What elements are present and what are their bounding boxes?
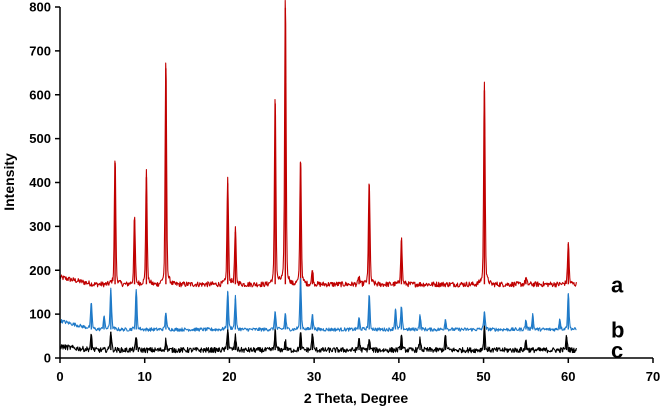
y-tick-label: 700 <box>29 43 51 58</box>
y-axis: 0 100 200 300 400 500 600 700 800 <box>29 0 61 366</box>
x-axis-title: 2 Theta, Degree <box>304 390 408 406</box>
x-tick-label: 40 <box>392 369 406 384</box>
x-tick-label: 60 <box>561 369 575 384</box>
x-tick-label: 30 <box>307 369 321 384</box>
x-ticks: 0 10 20 30 40 50 60 70 <box>56 358 660 384</box>
series-labels: abc <box>611 272 624 363</box>
series-a-trace <box>59 0 577 288</box>
y-tick-label: 500 <box>29 131 51 146</box>
series-label-b: b <box>611 317 624 342</box>
x-tick-label: 10 <box>137 369 151 384</box>
y-tick-label: 400 <box>29 175 51 190</box>
y-ticks: 0 100 200 300 400 500 600 700 800 <box>29 0 60 366</box>
plot-traces <box>59 0 577 354</box>
y-tick-label: 600 <box>29 87 51 102</box>
y-tick-label: 200 <box>29 263 51 278</box>
y-tick-label: 300 <box>29 219 51 234</box>
y-tick-label: 800 <box>29 0 51 15</box>
series-c-trace <box>59 325 577 354</box>
series-b-trace <box>59 277 577 332</box>
x-tick-label: 50 <box>476 369 490 384</box>
x-tick-label: 70 <box>646 369 660 384</box>
y-tick-label: 0 <box>44 351 51 366</box>
y-axis-title: Intensity <box>1 153 17 211</box>
y-tick-label: 100 <box>29 307 51 322</box>
series-label-c: c <box>611 338 623 363</box>
x-tick-label: 0 <box>56 369 63 384</box>
x-tick-label: 20 <box>222 369 236 384</box>
series-label-a: a <box>611 272 624 297</box>
x-axis: 0 10 20 30 40 50 60 70 <box>56 357 660 384</box>
